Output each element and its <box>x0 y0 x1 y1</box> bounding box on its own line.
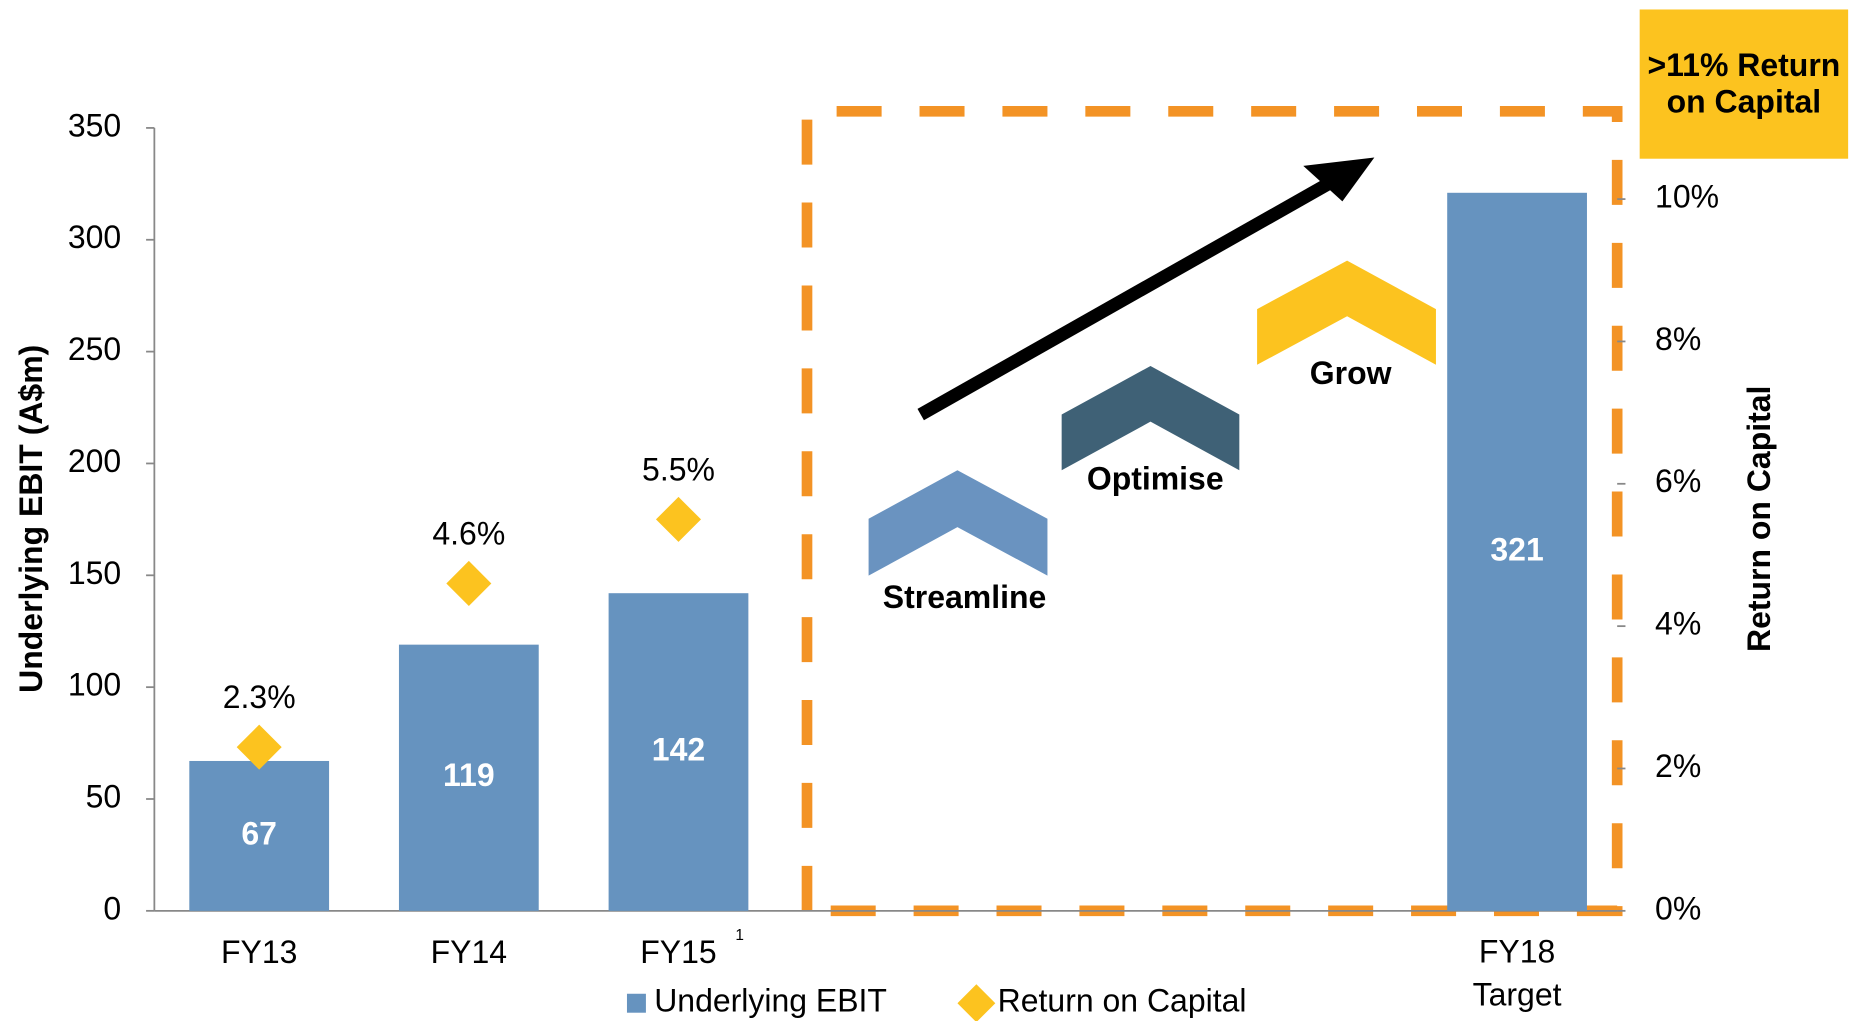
bar-value-label: 119 <box>443 757 495 793</box>
x-tick-label: FY18 Target <box>1473 934 1562 1013</box>
bar <box>608 593 749 911</box>
y2-tick-label: 0% <box>1655 890 1701 926</box>
annotation: Optimise <box>1087 460 1224 496</box>
legend-label: Return on Capital <box>998 983 1247 1019</box>
diamond-marker <box>446 560 492 606</box>
bar-value-label: 67 <box>241 815 277 851</box>
legend-swatch <box>957 984 996 1021</box>
growth-arrow <box>917 175 1337 421</box>
arrow-head <box>1303 157 1375 202</box>
roc-value-label: 4.6% <box>432 516 505 552</box>
y2-axis-label: Return on Capital <box>1741 386 1777 652</box>
diamond-marker <box>655 496 701 542</box>
y2-tick-label: 4% <box>1655 606 1701 642</box>
legend-label: Underlying EBIT <box>654 983 887 1019</box>
y-tick-label: 50 <box>86 778 122 814</box>
chevron-streamline <box>868 470 1048 576</box>
y2-tick-label: 6% <box>1655 463 1701 499</box>
bar <box>189 760 330 911</box>
y-tick-label: 150 <box>68 555 121 591</box>
bar-value-label: 142 <box>652 731 705 767</box>
y-axis-label: Underlying EBIT (A$m) <box>13 345 49 693</box>
category-note: 1 <box>735 927 744 944</box>
bar <box>398 644 539 911</box>
y-tick-label: 300 <box>68 219 121 255</box>
x-tick-label: FY13 <box>221 934 297 970</box>
chevron-optimise <box>1061 365 1240 471</box>
bar-value-label: 321 <box>1490 531 1543 567</box>
roc-value-label: 2.3% <box>223 679 296 715</box>
diamond-marker <box>236 724 282 770</box>
bar <box>1447 192 1587 911</box>
y2-tick-label: 8% <box>1655 321 1701 357</box>
y2-tick-label: 10% <box>1655 179 1719 215</box>
x-tick-label: FY14 <box>431 934 507 970</box>
annotation: Streamline <box>883 579 1046 615</box>
x-tick-label: FY15 <box>640 934 716 970</box>
y-tick-label: 0 <box>103 890 121 926</box>
chevron-grow <box>1257 260 1436 365</box>
target-box <box>1639 9 1849 159</box>
y-tick-label: 200 <box>68 443 121 479</box>
roc-value-label: 5.5% <box>642 451 715 487</box>
y-tick-label: 100 <box>68 667 121 703</box>
y2-tick-label: 2% <box>1655 748 1701 784</box>
target-box-text: >11% Return on Capital <box>1647 47 1841 120</box>
target-text: >11% Return on Capital <box>1647 47 1841 120</box>
legend-swatch <box>626 993 646 1013</box>
y-tick-label: 250 <box>68 331 121 367</box>
annotation: Grow <box>1310 355 1392 391</box>
y-tick-label: 350 <box>68 107 121 143</box>
